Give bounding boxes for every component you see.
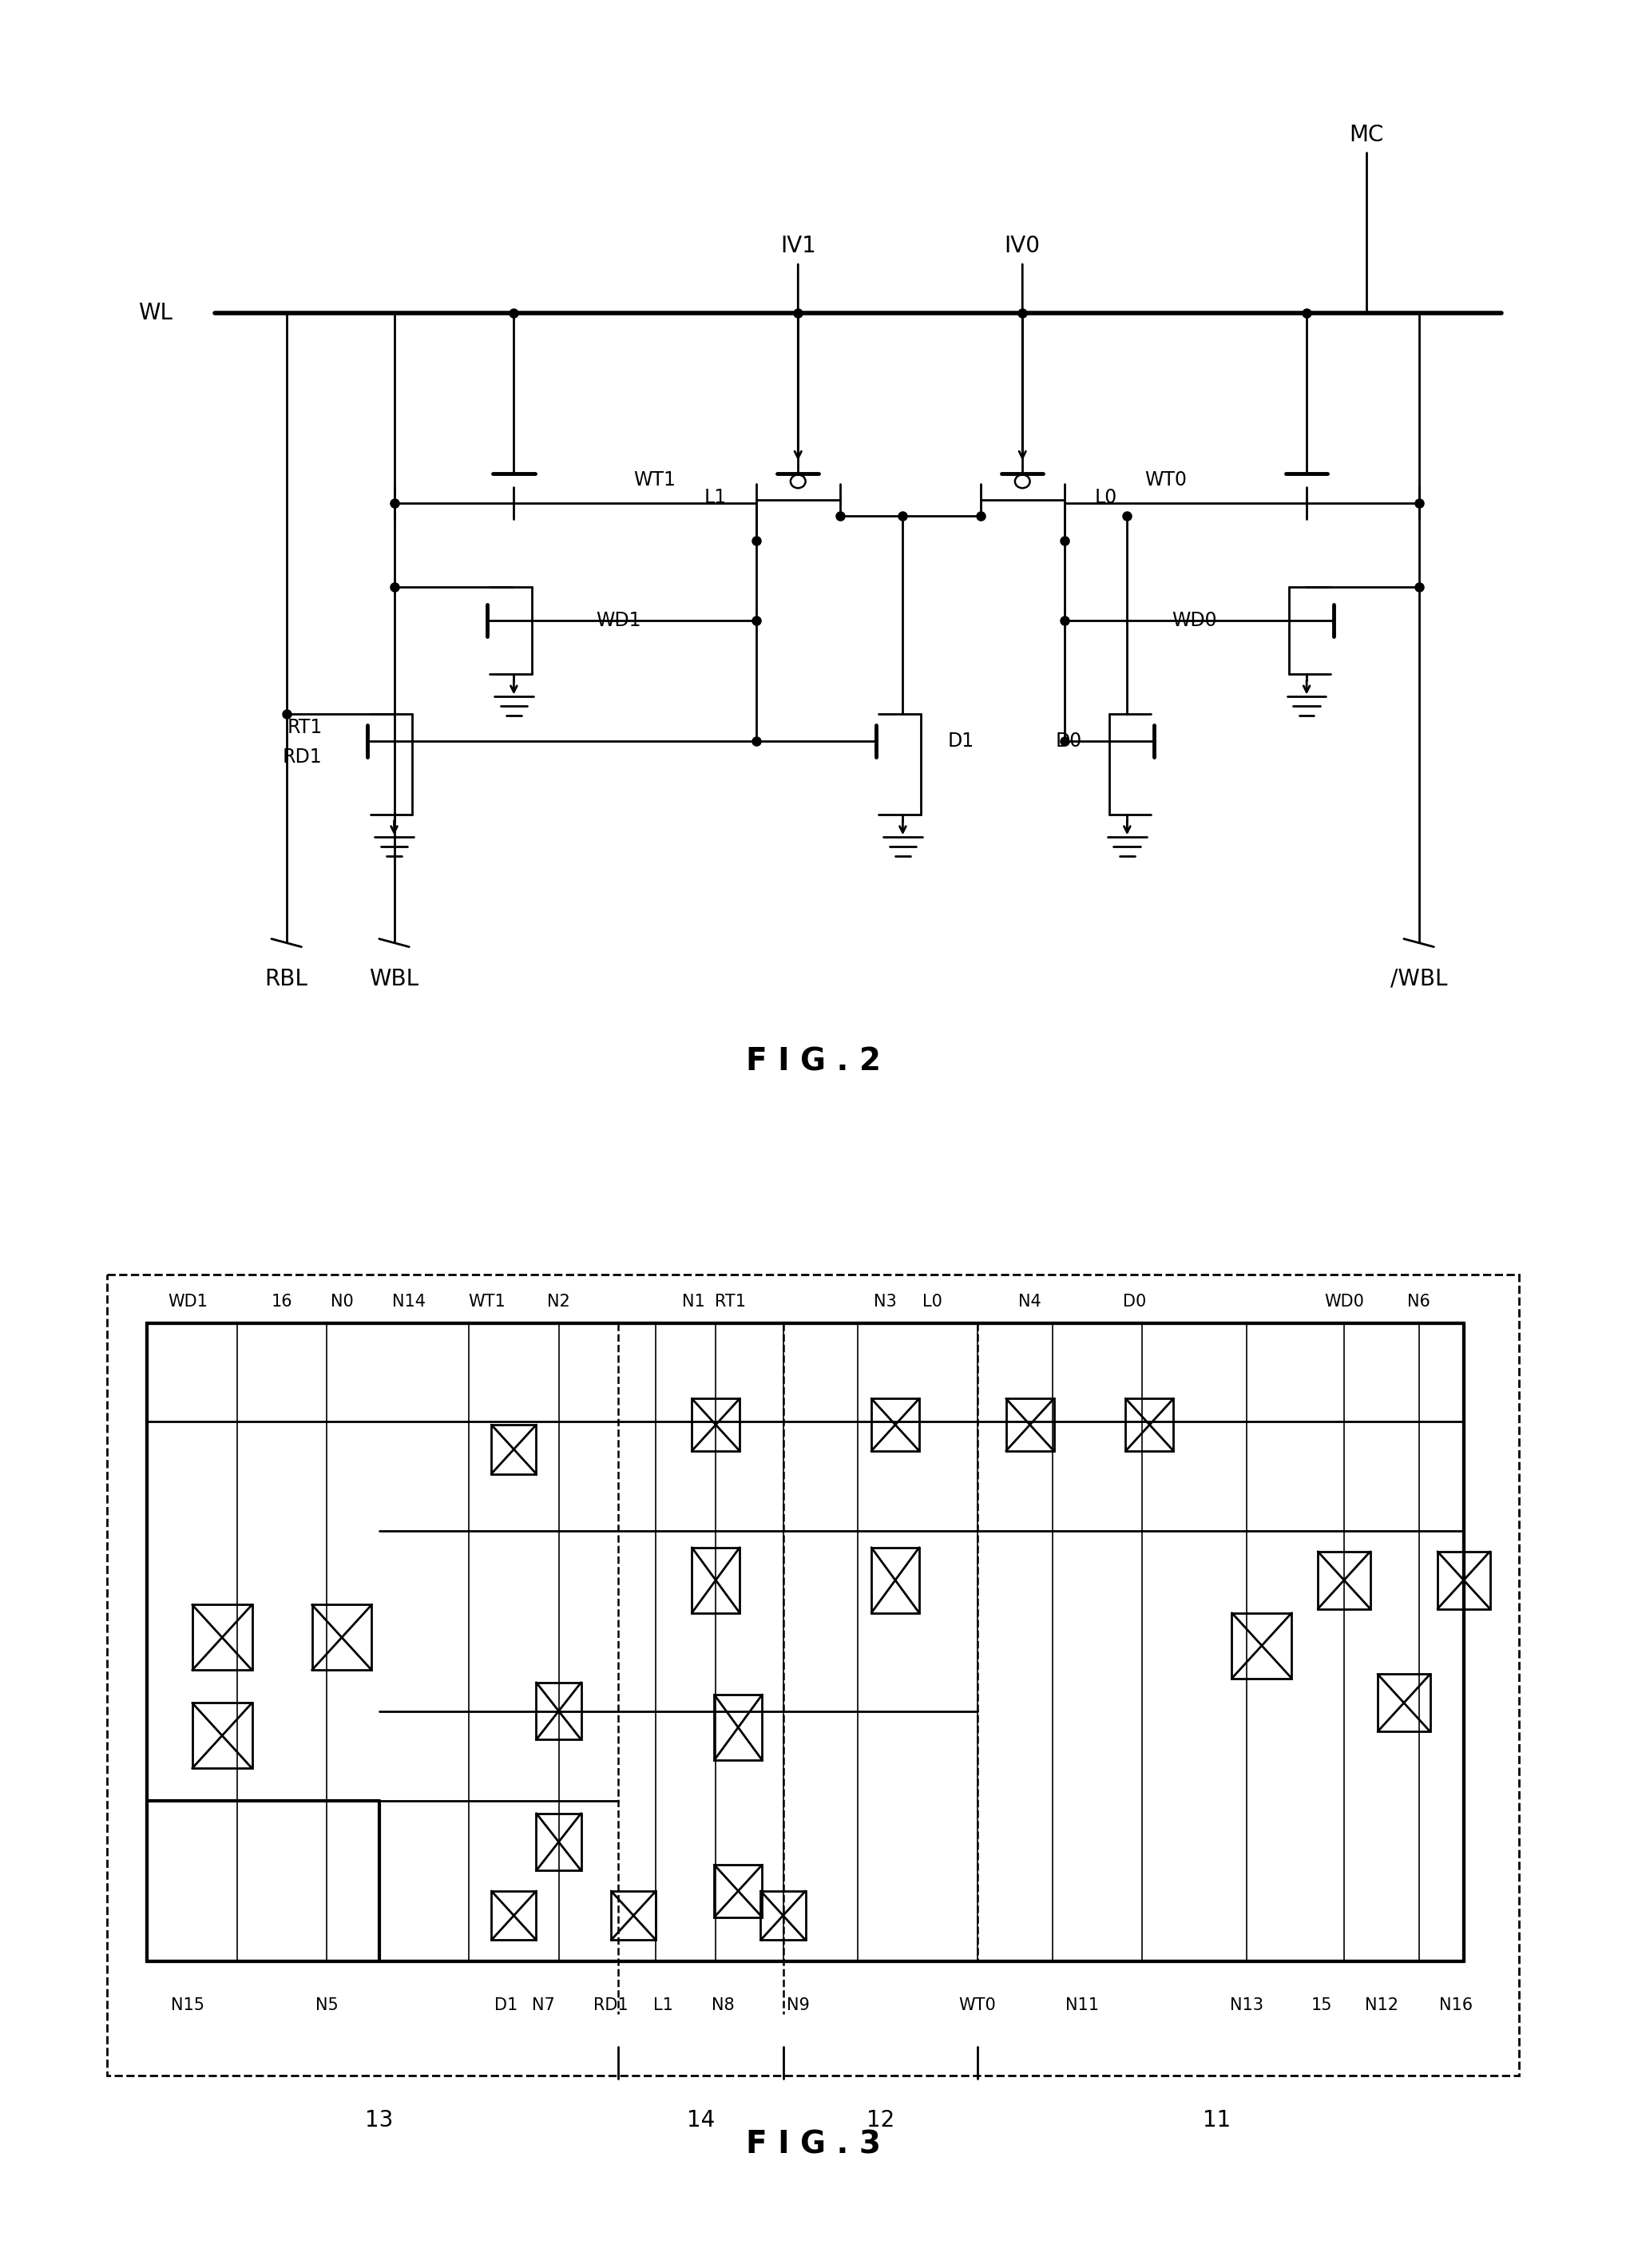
Text: N11: N11 bbox=[1065, 1998, 1099, 2014]
Text: WT1: WT1 bbox=[634, 469, 676, 490]
Text: D0: D0 bbox=[1124, 1295, 1146, 1311]
Text: RT1: RT1 bbox=[288, 719, 322, 737]
Text: N14: N14 bbox=[392, 1295, 426, 1311]
Text: L0: L0 bbox=[922, 1295, 943, 1311]
Text: N12: N12 bbox=[1364, 1998, 1398, 2014]
Bar bbox=[1317, 1551, 1371, 1608]
Text: WT1: WT1 bbox=[468, 1295, 506, 1311]
Text: 15: 15 bbox=[1311, 1998, 1332, 2014]
Text: RT1: RT1 bbox=[715, 1295, 746, 1311]
Bar bbox=[312, 1606, 372, 1669]
Bar bbox=[714, 1864, 763, 1916]
Text: D1: D1 bbox=[948, 730, 974, 751]
Text: WD1: WD1 bbox=[597, 610, 641, 631]
Text: N15: N15 bbox=[171, 1998, 205, 2014]
Text: WT0: WT0 bbox=[1145, 469, 1187, 490]
Text: WT0: WT0 bbox=[959, 1998, 997, 2014]
Text: N4: N4 bbox=[1018, 1295, 1041, 1311]
Text: N13: N13 bbox=[1229, 1998, 1263, 2014]
Text: N7: N7 bbox=[532, 1998, 554, 2014]
Bar bbox=[192, 1606, 252, 1669]
Bar bbox=[1006, 1399, 1054, 1452]
Bar bbox=[1125, 1399, 1174, 1452]
Bar bbox=[691, 1547, 740, 1613]
Text: /WBL: /WBL bbox=[1390, 968, 1447, 991]
Text: N6: N6 bbox=[1408, 1295, 1431, 1311]
Text: N3: N3 bbox=[873, 1295, 896, 1311]
Bar bbox=[611, 1892, 655, 1939]
Text: WD0: WD0 bbox=[1172, 610, 1216, 631]
Text: WD1: WD1 bbox=[167, 1295, 208, 1311]
Text: 13: 13 bbox=[366, 2109, 393, 2132]
Text: F I G . 3: F I G . 3 bbox=[745, 2130, 881, 2159]
Text: L0: L0 bbox=[1094, 488, 1117, 508]
Text: 16: 16 bbox=[272, 1295, 293, 1311]
Text: MC: MC bbox=[1350, 125, 1384, 145]
Text: N1: N1 bbox=[681, 1295, 704, 1311]
Bar bbox=[537, 1683, 580, 1740]
Text: WD0: WD0 bbox=[1324, 1295, 1364, 1311]
Bar bbox=[537, 1814, 580, 1871]
Text: L1: L1 bbox=[704, 488, 727, 508]
Bar bbox=[1377, 1674, 1431, 1730]
Bar bbox=[872, 1399, 919, 1452]
Bar bbox=[691, 1399, 740, 1452]
Bar bbox=[491, 1424, 537, 1474]
Text: D0: D0 bbox=[1055, 730, 1083, 751]
Text: D1: D1 bbox=[494, 1998, 519, 2014]
Text: L1: L1 bbox=[654, 1998, 673, 2014]
Text: IV0: IV0 bbox=[1005, 236, 1041, 256]
Text: RD1: RD1 bbox=[593, 1998, 629, 2014]
Text: F I G . 2: F I G . 2 bbox=[745, 1048, 881, 1077]
Text: N9: N9 bbox=[787, 1998, 810, 2014]
Text: 14: 14 bbox=[686, 2109, 715, 2132]
Text: N8: N8 bbox=[712, 1998, 735, 2014]
Bar bbox=[1233, 1613, 1291, 1678]
Text: N0: N0 bbox=[330, 1295, 353, 1311]
Text: 12: 12 bbox=[867, 2109, 894, 2132]
Text: WBL: WBL bbox=[369, 968, 420, 991]
Bar bbox=[714, 1694, 763, 1760]
Text: 11: 11 bbox=[1203, 2109, 1231, 2132]
Text: N16: N16 bbox=[1439, 1998, 1473, 2014]
Text: RD1: RD1 bbox=[283, 748, 322, 767]
Bar bbox=[491, 1892, 537, 1939]
Bar bbox=[872, 1547, 919, 1613]
Text: N5: N5 bbox=[315, 1998, 338, 2014]
Bar bbox=[192, 1703, 252, 1769]
Text: IV1: IV1 bbox=[780, 236, 816, 256]
Bar bbox=[1437, 1551, 1489, 1608]
Bar bbox=[761, 1892, 805, 1939]
Bar bbox=[148, 1322, 1463, 1962]
Text: N2: N2 bbox=[548, 1295, 571, 1311]
Text: WL: WL bbox=[138, 302, 172, 324]
Bar bbox=[107, 1275, 1519, 2075]
Text: RBL: RBL bbox=[265, 968, 307, 991]
